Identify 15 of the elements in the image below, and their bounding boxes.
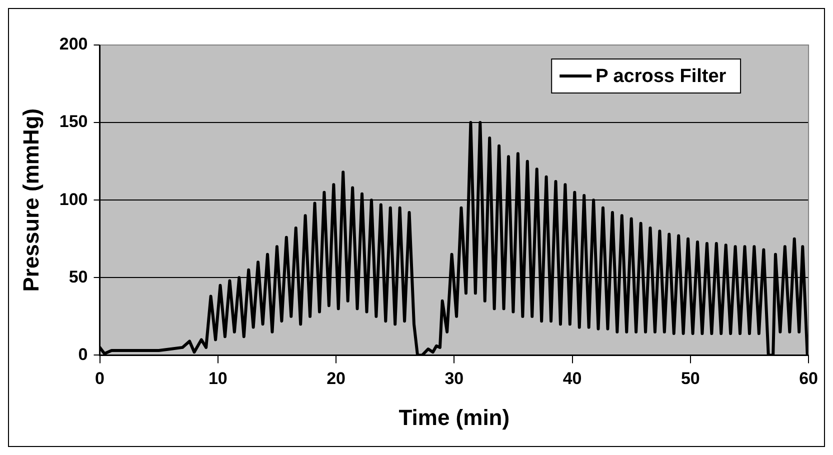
y-axis-title: Pressure (mmHg) (18, 108, 44, 292)
x-tick-label: 20 (326, 369, 346, 388)
x-tick-label: 40 (562, 369, 582, 388)
y-tick-label: 100 (59, 190, 88, 209)
y-tick-label: 200 (59, 34, 88, 54)
y-tick-label: 50 (68, 267, 88, 286)
x-axis-title: Time (min) (398, 404, 510, 430)
legend-label: P across Filter (596, 66, 727, 88)
x-tick-label: 50 (680, 369, 700, 388)
x-tick-label: 60 (799, 369, 818, 388)
x-tick-label: 30 (444, 369, 464, 388)
x-tick-label: 10 (208, 369, 228, 388)
y-tick-label: 150 (59, 112, 88, 132)
y-tick-label: 0 (78, 344, 88, 364)
x-tick-label: 0 (95, 369, 104, 388)
